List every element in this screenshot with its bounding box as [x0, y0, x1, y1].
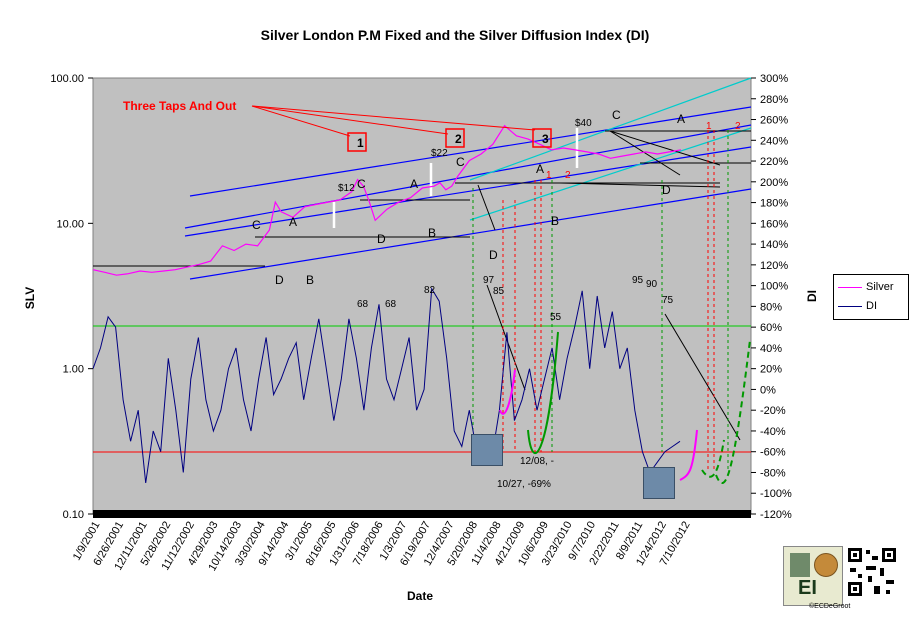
legend-label-di: DI — [866, 300, 877, 312]
annotation-label: 95 — [632, 275, 644, 286]
y-axis-label-right: DI — [805, 290, 819, 302]
legend-item-di: DI — [838, 299, 877, 313]
left-tick-label: 10.00 — [56, 218, 84, 230]
legend-label-silver: Silver — [866, 281, 894, 293]
annotation-label: 55 — [550, 312, 562, 323]
annotation-label: B — [428, 226, 436, 240]
x-axis-band — [93, 510, 751, 518]
annotation-label: A — [410, 177, 418, 191]
x-axis-label: Date — [407, 589, 433, 603]
right-tick-label: -120% — [760, 509, 792, 521]
right-tick-label: -100% — [760, 488, 792, 500]
left-tick-label: 0.10 — [63, 509, 84, 521]
annotation-label: 2 — [735, 121, 741, 132]
legend-item-silver: Silver — [838, 280, 894, 294]
series-line-silver — [92, 124, 682, 276]
right-tick-label: 240% — [760, 135, 788, 147]
three-taps-lines — [251, 105, 536, 137]
annotation-label: 1 — [706, 121, 712, 132]
right-tick-label: 60% — [760, 322, 782, 334]
annotation-label: 3 — [542, 132, 549, 146]
fish-image-2 — [643, 467, 675, 499]
annotation-label: 82 — [424, 285, 436, 296]
annotation-label: 75 — [662, 295, 674, 306]
annotations: Three Taps And Out 1 2 3 $12 $22 $40 C A C A C A C D B D… — [123, 99, 741, 490]
annotation-label: C — [252, 218, 261, 232]
annotation-label: A — [289, 215, 297, 229]
right-tick-label: 220% — [760, 156, 788, 168]
annotation-label: 97 — [483, 275, 495, 286]
right-axis: -120% -100% -80% -60% -40% -20% 0% 20% 40% 60% 80%… — [751, 73, 792, 521]
right-tick-label: -80% — [760, 467, 786, 479]
legend-swatch-di — [838, 305, 862, 307]
tap-box — [532, 128, 552, 148]
annotation-label: D — [377, 232, 386, 246]
right-tick-label: 300% — [760, 73, 788, 85]
left-tick-label: 100.00 — [50, 73, 84, 85]
right-tick-label: 160% — [760, 218, 788, 230]
right-tick-label: 80% — [760, 301, 782, 313]
annotation-label: 2 — [455, 132, 462, 146]
annotation-label: 90 — [646, 279, 658, 290]
annotation-label: 85 — [493, 286, 505, 297]
annotation-label: 12/08, - — [520, 456, 554, 467]
right-tick-label: 200% — [760, 177, 788, 189]
price-markers — [332, 128, 579, 228]
qr-code — [846, 546, 898, 598]
channel-lines — [184, 77, 752, 280]
annotation-label: 2 — [565, 170, 571, 181]
right-tick-label: -40% — [760, 426, 786, 438]
annotation-label: 1 — [546, 170, 552, 181]
annotation-label: D — [662, 183, 671, 197]
right-tick-label: -60% — [760, 447, 786, 459]
annotation-label: C — [612, 108, 621, 122]
right-tick-label: 20% — [760, 364, 782, 376]
annotation-label: A — [677, 112, 685, 126]
right-tick-label: 0% — [760, 384, 776, 396]
annotation-label: 10/27, -69% — [497, 479, 551, 490]
right-tick-label: 280% — [760, 94, 788, 106]
logo-text: EI — [798, 577, 817, 599]
logo-coin — [814, 553, 838, 577]
legend-swatch-silver — [838, 286, 862, 288]
projection-curves — [499, 331, 751, 485]
right-tick-label: -20% — [760, 405, 786, 417]
annotation-label: $22 — [431, 148, 448, 159]
chart-title: Silver London P.M Fixed and the Silver D… — [261, 27, 650, 43]
annotation-label: Three Taps And Out — [123, 99, 236, 113]
credit-text: ©ECDeGroot — [809, 603, 851, 610]
annotation-label: D — [489, 248, 498, 262]
right-tick-label: 140% — [760, 239, 788, 251]
annotation-label: B — [306, 273, 314, 287]
annotation-label: A — [536, 162, 544, 176]
y-axis-label-left: SLV — [23, 287, 37, 309]
left-axis: 0.10 1.00 10.00 100.00 — [50, 73, 93, 521]
legend: Silver DI — [833, 274, 909, 320]
logo-portrait — [790, 553, 810, 577]
right-tick-label: 260% — [760, 115, 788, 127]
annotation-label: 1 — [357, 136, 364, 150]
tap-box — [445, 128, 465, 148]
right-tick-label: 100% — [760, 281, 788, 293]
logo: EI — [783, 546, 843, 606]
annotation-label: $40 — [575, 118, 592, 129]
series-line-di — [92, 287, 681, 483]
fish-image-1 — [471, 434, 503, 466]
left-tick-label: 1.00 — [63, 364, 84, 376]
annotation-label: C — [357, 177, 366, 191]
annotation-label: D — [275, 273, 284, 287]
right-tick-label: 120% — [760, 260, 788, 272]
right-tick-label: 40% — [760, 343, 782, 355]
annotation-label: B — [551, 214, 559, 228]
annotation-label: $12 — [338, 183, 355, 194]
x-axis: 1/9/20016/26/200112/11/20015/28/200211/1… — [71, 520, 693, 574]
annotation-label: 68 — [357, 299, 369, 310]
vertical-dashes — [472, 130, 729, 470]
annotation-label: C — [456, 155, 465, 169]
right-tick-label: 180% — [760, 198, 788, 210]
support-lines — [93, 130, 751, 441]
tap-box — [347, 132, 367, 152]
annotation-label: 68 — [385, 299, 397, 310]
